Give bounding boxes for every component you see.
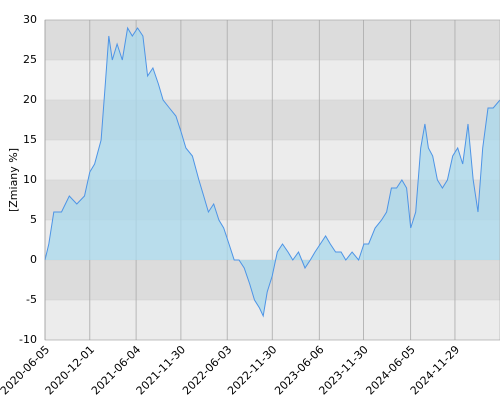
plot-border [44,19,500,341]
area [45,28,500,316]
y-axis-label: [Zmiany %] [7,148,20,212]
y-tick-label: 5 [30,213,37,226]
y-tick-label: 15 [23,133,37,146]
y-tick-label: 30 [23,13,37,26]
y-tick-label: 20 [23,93,37,106]
y-tick-label: 10 [23,173,37,186]
line [44,26,500,318]
y-tick-label: -10 [19,333,37,346]
y-tick-label: 0 [30,253,37,266]
y-tick-label: -5 [26,293,37,306]
y-tick-label: 25 [23,53,37,66]
